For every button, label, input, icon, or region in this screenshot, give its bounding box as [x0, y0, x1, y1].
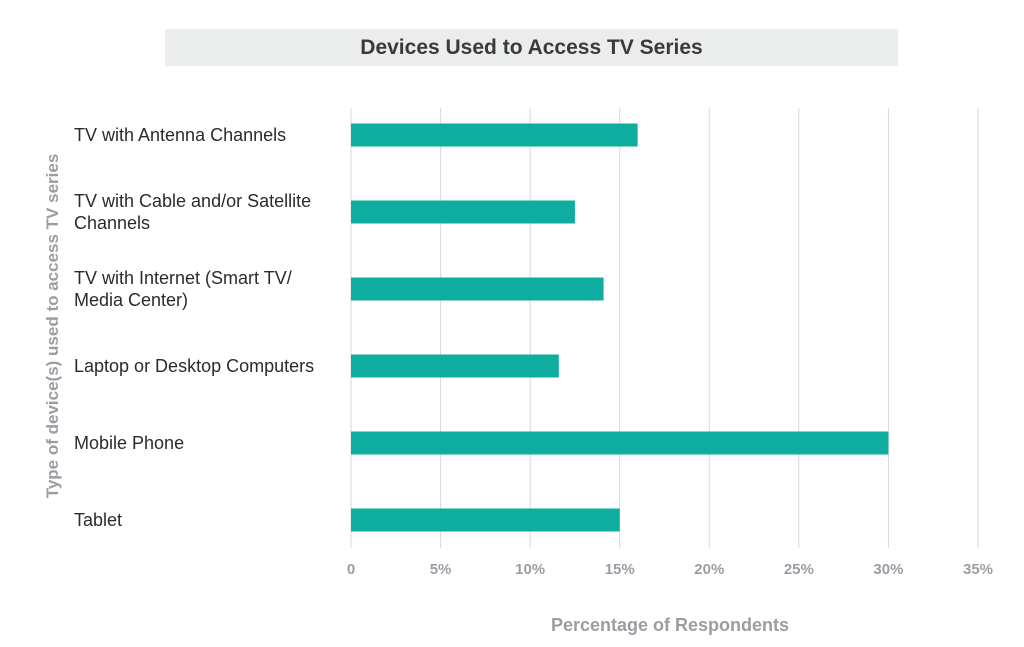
- category-label: TV with Antenna Channels: [74, 125, 286, 145]
- category-label: Laptop or Desktop Computers: [74, 356, 314, 376]
- category-label: Mobile Phone: [74, 433, 184, 453]
- category-label: TV with Cable and/or Satellite: [74, 191, 311, 211]
- chart-title: Devices Used to Access TV Series: [360, 35, 703, 59]
- category-label: Channels: [74, 213, 150, 233]
- bar: [351, 123, 638, 147]
- category-label: Media Center): [74, 290, 188, 310]
- x-tick-label: 25%: [784, 561, 814, 578]
- x-tick-label: 20%: [694, 561, 724, 578]
- chart-title-bar: Devices Used to Access TV Series: [165, 29, 898, 66]
- category-label: Tablet: [74, 510, 122, 530]
- x-tick-label: 0: [347, 561, 355, 578]
- x-tick-label: 30%: [873, 561, 903, 578]
- x-tick-label: 5%: [430, 561, 452, 578]
- bar: [351, 354, 559, 378]
- x-axis-title: Percentage of Respondents: [551, 615, 789, 635]
- bar: [351, 200, 575, 224]
- category-label: TV with Internet (Smart TV/: [74, 268, 292, 288]
- bar: [351, 508, 620, 532]
- y-axis-title: Type of device(s) used to access TV seri…: [43, 154, 62, 499]
- x-tick-label: 35%: [963, 561, 993, 578]
- bar: [351, 277, 604, 301]
- x-tick-label: 10%: [515, 561, 545, 578]
- bar: [351, 431, 889, 455]
- x-tick-label: 15%: [605, 561, 635, 578]
